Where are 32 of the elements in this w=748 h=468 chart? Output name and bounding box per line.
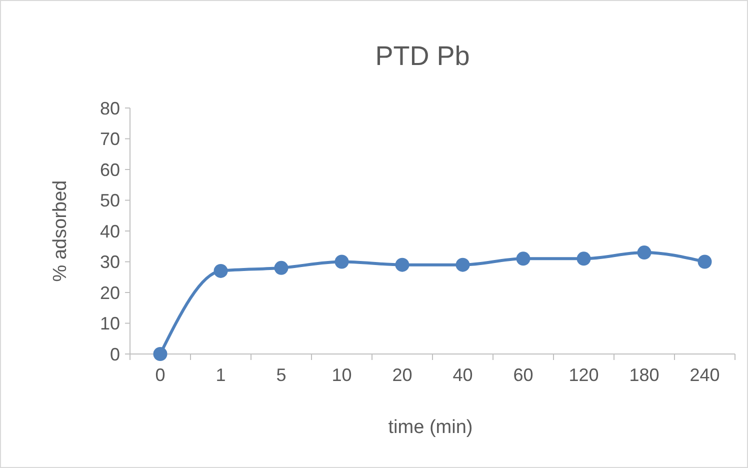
point	[576, 252, 591, 266]
y-tick-label: 20	[100, 282, 120, 303]
point	[637, 246, 652, 260]
x-tick-label: 40	[452, 365, 473, 385]
y-tick-label: 30	[100, 252, 120, 272]
x-axis-title: time (min)	[388, 417, 473, 438]
y-tick-label: 40	[100, 221, 120, 242]
point	[274, 260, 288, 275]
y-tick-label: 80	[100, 98, 120, 118]
y-tick-label: 50	[100, 190, 120, 211]
y-tick-label: 0	[110, 344, 120, 364]
x-tick-label: 180	[629, 365, 660, 385]
point	[456, 258, 470, 272]
x-tick-label: 1	[216, 365, 226, 385]
point	[334, 254, 349, 269]
y-axis-title: % adsorbed	[50, 180, 71, 282]
point	[395, 258, 410, 272]
point	[153, 347, 168, 361]
x-tick-label: 120	[568, 365, 599, 385]
y-tick-label: 70	[100, 129, 120, 150]
x-tick-label: 60	[513, 365, 534, 385]
point	[698, 254, 712, 269]
x-tick-label: 20	[392, 365, 412, 385]
x-tick-label: 240	[690, 365, 720, 385]
point	[214, 264, 228, 278]
y-tick-label: 60	[100, 160, 120, 180]
y-tick-label: 10	[100, 314, 120, 334]
x-tick-label: 5	[276, 365, 286, 385]
x-tick-label: 10	[332, 365, 352, 385]
x-tick-label: 0	[155, 365, 166, 385]
chart-title: PTD Pb	[375, 41, 470, 71]
point	[516, 252, 530, 266]
